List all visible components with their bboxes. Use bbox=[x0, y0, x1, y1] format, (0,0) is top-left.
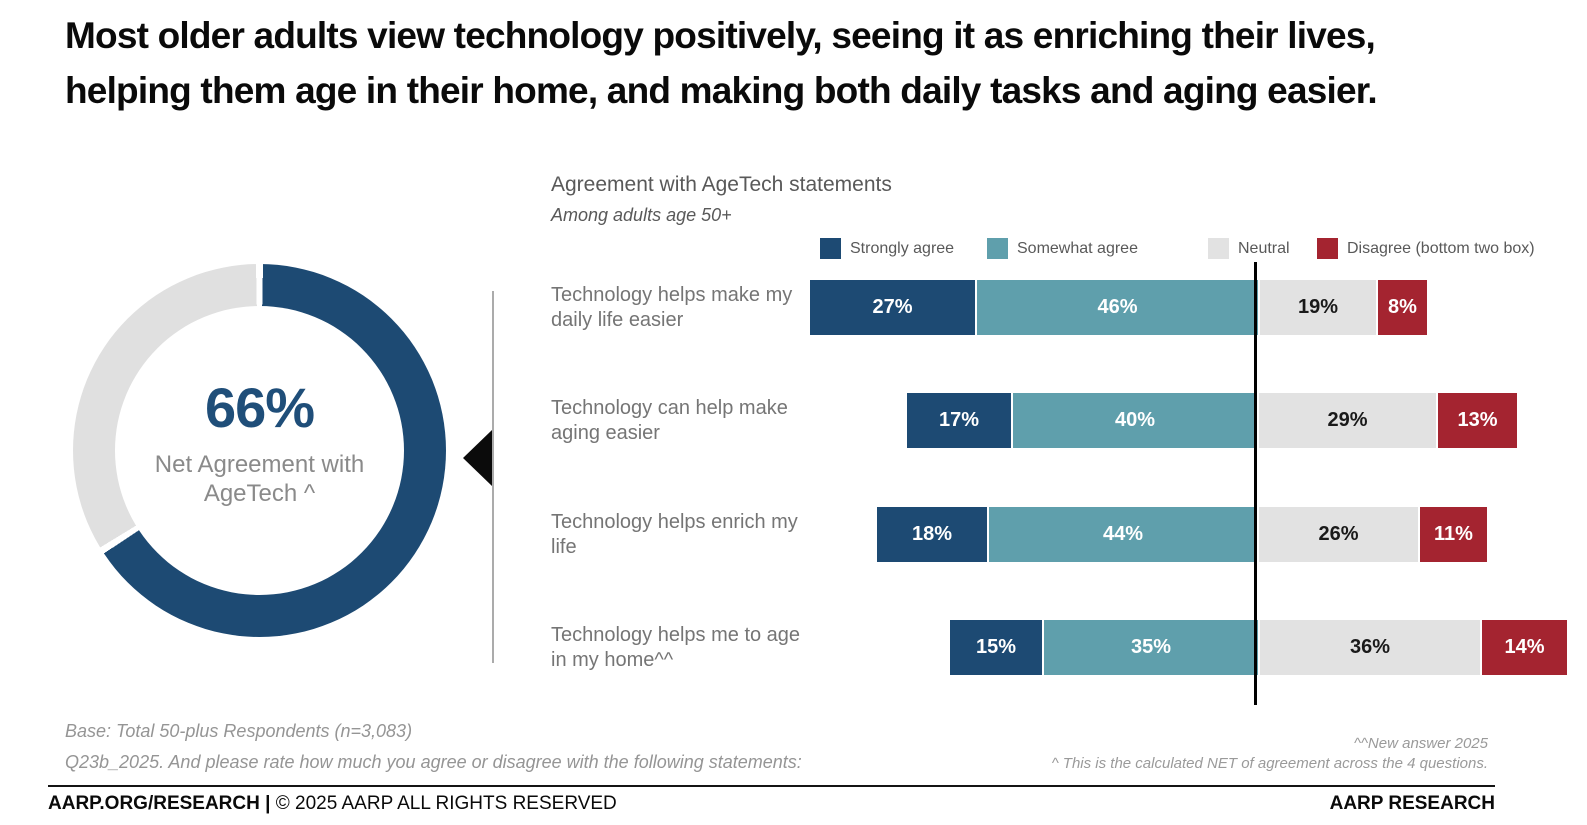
legend-label: Strongly agree bbox=[850, 239, 955, 257]
legend-label: Somewhat agree bbox=[1017, 239, 1138, 257]
footnote-new-answer: ^^New answer 2025 bbox=[1353, 735, 1488, 752]
donut-hole: 66% Net Agreement with AgeTech ^ bbox=[115, 306, 404, 595]
bar-segment-strongly-agree: 27% bbox=[810, 280, 975, 335]
legend-swatch-icon bbox=[1317, 238, 1338, 259]
vertical-divider bbox=[492, 291, 494, 663]
bar-segment-disagree-bottom-two-box: 13% bbox=[1438, 393, 1517, 448]
footnote-question-line: Q23b_2025. And please rate how much you … bbox=[65, 752, 802, 772]
net-agreement-value: 66% bbox=[204, 376, 315, 439]
footnote-notes: ^^New answer 2025 ^ This is the calculat… bbox=[1052, 734, 1488, 774]
footer-source-regular: © 2025 AARP ALL RIGHTS RESERVED bbox=[270, 793, 617, 814]
net-agreement-label: Net Agreement with AgeTech ^ bbox=[154, 451, 365, 507]
legend-item-disagree-bottom-two-box: Disagree (bottom two box) bbox=[1317, 238, 1535, 259]
bar-segment-somewhat-agree: 35% bbox=[1044, 620, 1258, 675]
bar-category-label: Technology helps make my daily life easi… bbox=[551, 283, 793, 331]
bar-segment-neutral: 36% bbox=[1260, 620, 1480, 675]
page-title: Most older adults view technology positi… bbox=[65, 15, 1378, 111]
bar-segment-somewhat-agree: 44% bbox=[989, 507, 1257, 562]
bar-segment-strongly-agree: 18% bbox=[877, 507, 987, 562]
legend-item-strongly-agree: Strongly agree bbox=[820, 238, 954, 259]
footer-source-bold: AARP.ORG/RESEARCH | bbox=[48, 793, 271, 814]
legend-item-somewhat-agree: Somewhat agree bbox=[987, 238, 1138, 259]
chart-subtitle: Among adults age 50+ bbox=[551, 205, 732, 225]
stacked-bar: 27% 46% 19% 8% bbox=[810, 280, 1427, 335]
agreement-reference-line bbox=[1254, 262, 1257, 705]
left-pointing-triangle-icon bbox=[463, 430, 492, 486]
legend-swatch-icon bbox=[987, 238, 1008, 259]
bar-segment-disagree-bottom-two-box: 14% bbox=[1482, 620, 1567, 675]
bar-category-label: Technology can help make aging easier bbox=[551, 396, 788, 444]
bar-segment-neutral: 29% bbox=[1259, 393, 1436, 448]
bar-segment-disagree-bottom-two-box: 11% bbox=[1420, 507, 1487, 562]
bar-segment-neutral: 26% bbox=[1259, 507, 1418, 562]
stacked-bar: 17% 40% 29% 13% bbox=[907, 393, 1517, 448]
bar-segment-somewhat-agree: 46% bbox=[977, 280, 1258, 335]
legend-item-neutral: Neutral bbox=[1208, 238, 1290, 259]
legend-swatch-icon bbox=[1208, 238, 1229, 259]
footnote-net-note: ^ This is the calculated NET of agreemen… bbox=[1051, 755, 1488, 772]
bar-segment-strongly-agree: 17% bbox=[907, 393, 1011, 448]
footer-brand: AARP RESEARCH bbox=[1329, 793, 1495, 814]
footer-source: AARP.ORG/RESEARCH | © 2025 AARP ALL RIGH… bbox=[48, 793, 617, 815]
bar-segment-disagree-bottom-two-box: 8% bbox=[1378, 280, 1427, 335]
legend-label: Neutral bbox=[1238, 239, 1290, 257]
bar-category-label: Technology helps me to age in my home^^ bbox=[551, 623, 801, 671]
footer-rule bbox=[48, 785, 1495, 787]
stacked-bar: 15% 35% 36% 14% bbox=[950, 620, 1567, 675]
stacked-bar: 18% 44% 26% 11% bbox=[877, 507, 1487, 562]
bar-segment-neutral: 19% bbox=[1260, 280, 1376, 335]
net-agreement-donut-chart: 66% Net Agreement with AgeTech ^ bbox=[73, 264, 446, 637]
bar-category-label: Technology helps enrich my life bbox=[551, 510, 798, 558]
footnote-base: Base: Total 50-plus Respondents (n=3,083… bbox=[65, 716, 802, 778]
chart-title: Agreement with AgeTech statements bbox=[551, 173, 892, 196]
bar-segment-strongly-agree: 15% bbox=[950, 620, 1042, 675]
bar-segment-somewhat-agree: 40% bbox=[1013, 393, 1257, 448]
legend-swatch-icon bbox=[820, 238, 841, 259]
footnote-base-line: Base: Total 50-plus Respondents (n=3,083… bbox=[65, 721, 413, 741]
legend-label: Disagree (bottom two box) bbox=[1347, 239, 1535, 257]
